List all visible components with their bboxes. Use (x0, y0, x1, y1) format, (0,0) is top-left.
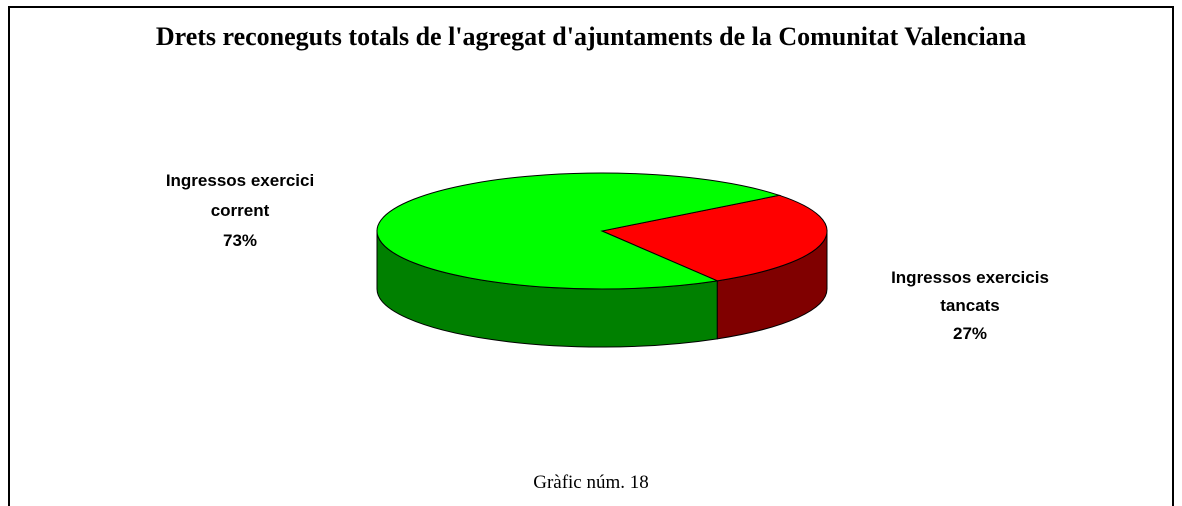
category-label: Ingressos exercici corrent (165, 171, 315, 220)
slice (376, 172, 782, 290)
slice-label: Ingressos exercicis tancats 27% (860, 264, 1080, 348)
caption: Gràfic núm. 18 (533, 472, 649, 493)
chart-title: Drets reconeguts totals de l'agregat d'a… (155, 22, 1027, 51)
slice-label: Ingressos exercici corrent 73% (150, 166, 330, 256)
category-label: Ingressos exercicis tancats (891, 268, 1049, 315)
chart-frame (8, 6, 1174, 506)
slice (600, 194, 828, 282)
value-label: 27% (952, 324, 988, 343)
value-label: 73% (222, 231, 258, 250)
